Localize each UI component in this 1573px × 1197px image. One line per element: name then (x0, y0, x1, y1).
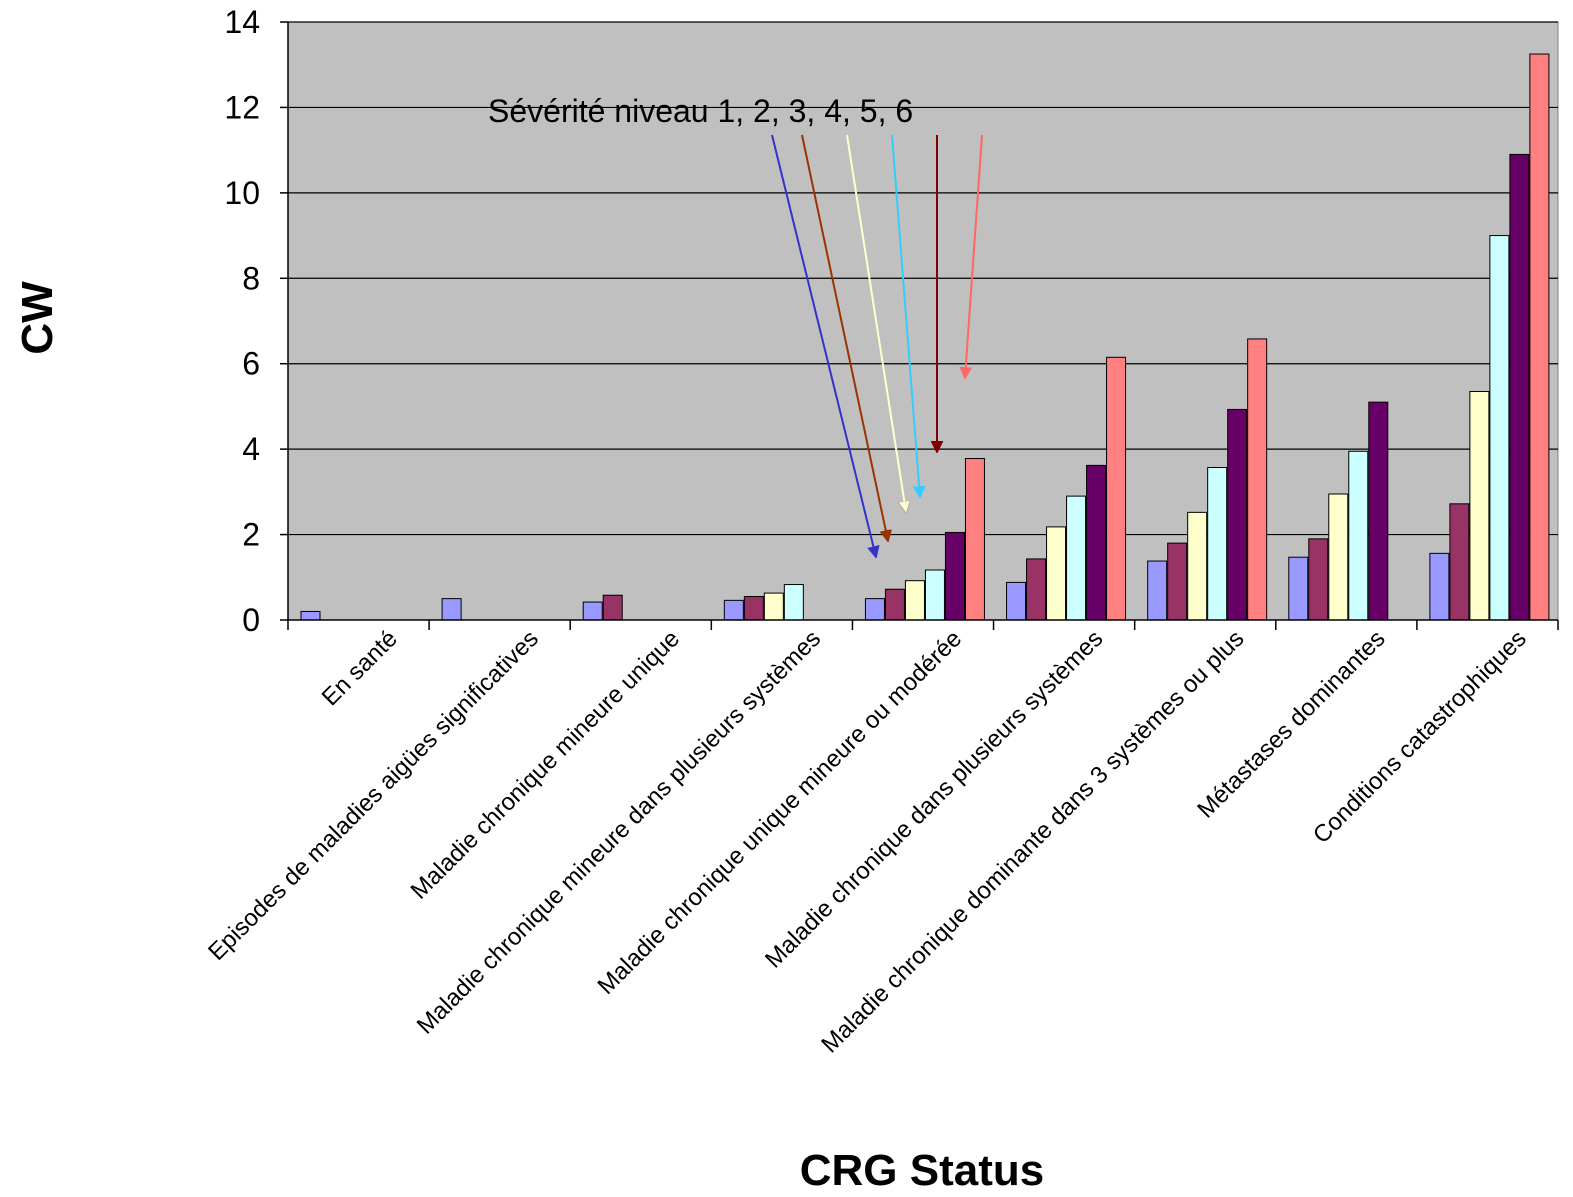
bar (1106, 356, 1127, 621)
bar (783, 584, 804, 621)
severity-arrow (846, 134, 906, 512)
bar (723, 599, 744, 621)
bar (1449, 503, 1470, 621)
bar (1469, 390, 1490, 621)
bar (1227, 408, 1248, 621)
x-category-label: Maladie chronique mineure unique (406, 625, 685, 904)
severity-arrow (771, 134, 876, 557)
severity-arrow (801, 134, 888, 541)
bar (964, 458, 985, 621)
bar (1489, 235, 1510, 621)
x-axis-title: CRG Status (800, 1146, 1044, 1195)
bar (1167, 542, 1188, 621)
axes (280, 21, 1559, 630)
bar (1368, 401, 1389, 621)
y-tick-label: 0 (242, 602, 260, 638)
y-tick-label: 14 (224, 4, 260, 40)
bar (924, 569, 945, 621)
severity-arrow (891, 134, 920, 497)
bar (1187, 511, 1208, 621)
bar (904, 580, 925, 621)
bar (944, 531, 965, 621)
bar (743, 596, 764, 621)
bar (1006, 581, 1027, 621)
bar (300, 610, 321, 621)
bar (763, 592, 784, 621)
bar (1288, 556, 1309, 621)
y-tick-label: 4 (242, 431, 260, 467)
severity-annotation: Sévérité niveau 1, 2, 3, 4, 5, 6 (488, 93, 913, 129)
bar (884, 588, 905, 621)
bar (1429, 552, 1450, 621)
bar (1509, 153, 1530, 621)
bar (602, 594, 623, 621)
y-axis-title: CW (13, 281, 62, 355)
bar (1147, 560, 1168, 621)
y-tick-label: 12 (224, 89, 260, 125)
bar (1046, 526, 1067, 621)
bar (1026, 558, 1047, 621)
bar (864, 598, 885, 621)
y-tick-label: 10 (224, 175, 260, 211)
x-category-label: En santé (317, 625, 403, 711)
y-tick-label: 2 (242, 517, 260, 553)
bar (1308, 538, 1329, 621)
bar (1086, 464, 1107, 621)
bar (1328, 493, 1349, 621)
severity-arrow (965, 134, 983, 378)
bar (1348, 450, 1369, 621)
y-tick-labels: 0 2 4 6 8 10 12 14 (224, 4, 260, 638)
bar (1066, 495, 1087, 621)
severity-arrows (771, 134, 983, 557)
bar (1247, 338, 1268, 621)
y-tick-label: 8 (242, 260, 260, 296)
bars (300, 53, 1550, 621)
bar (1529, 53, 1550, 621)
x-category-label: Episodes de maladies aigües significativ… (203, 625, 544, 966)
bar (1207, 467, 1228, 621)
bar (582, 601, 603, 621)
bar (441, 598, 462, 621)
y-tick-label: 6 (242, 346, 260, 382)
